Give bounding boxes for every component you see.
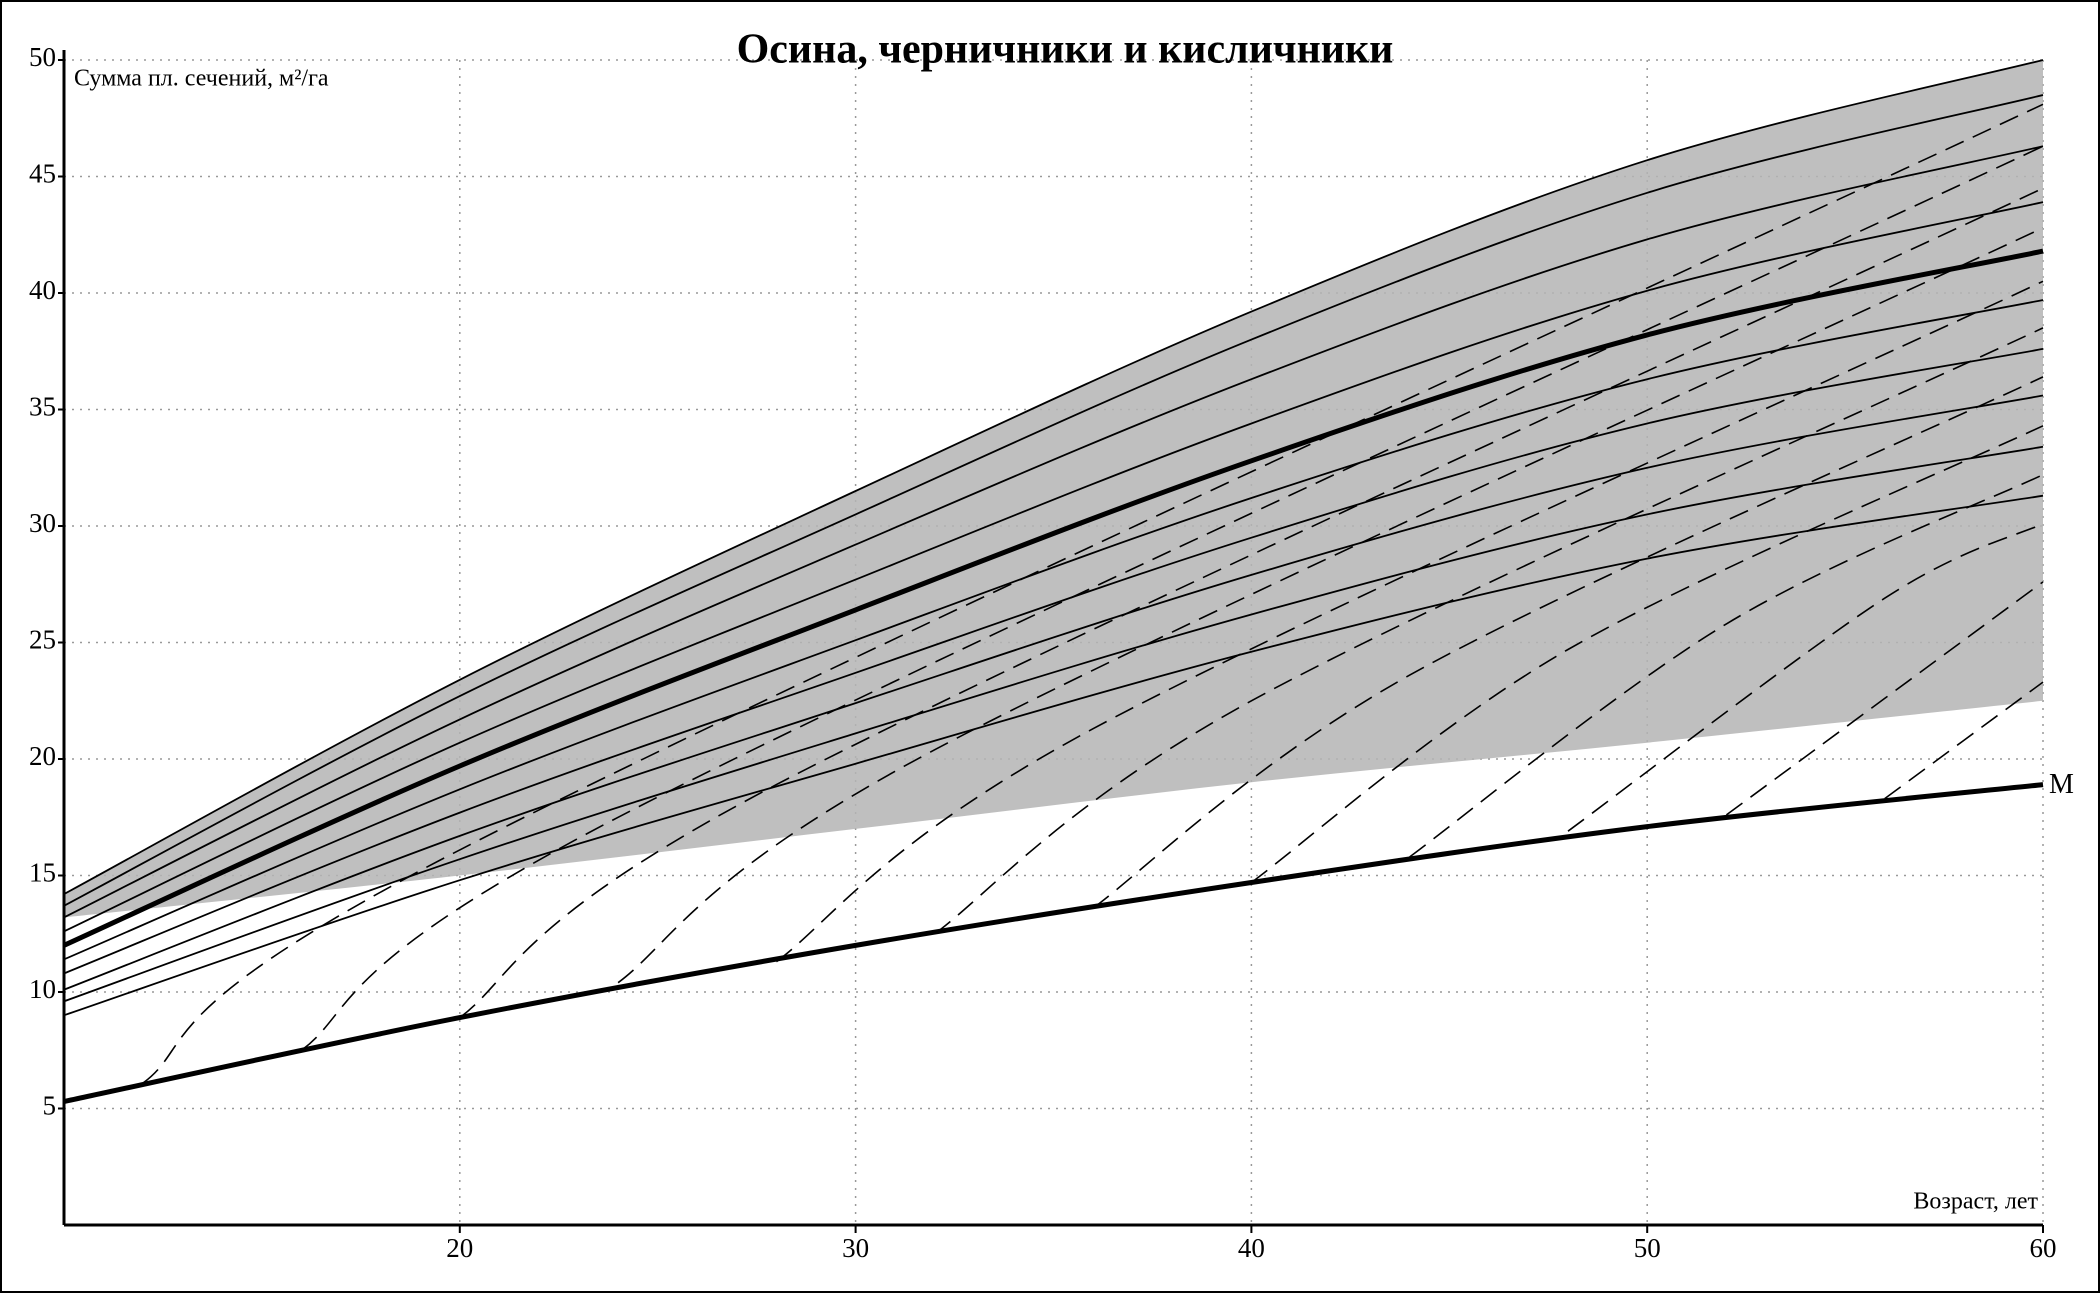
y-tick-label: 50 [29,42,56,72]
curve [63,299,2044,961]
x-tick-label: 20 [446,1233,473,1263]
curve [63,348,2044,975]
y-axis-label: Сумма пл. сечений, м²/га [74,66,329,92]
y-tick-label: 45 [29,159,56,189]
curve [63,445,2044,1003]
y-tick-label: 20 [29,741,56,771]
dashed-line [775,280,2044,963]
shaded-band [64,60,2043,918]
dashed-line [459,187,2044,1019]
curve [63,94,2044,907]
m-curve [63,782,2044,1104]
x-tick-label: 50 [1634,1233,1661,1263]
dashed-line [301,145,2044,1051]
curve [63,394,2044,991]
y-tick-label: 10 [29,974,56,1004]
dashed-line [617,227,2044,984]
plot-marks: M [62,59,2074,1104]
curve [63,145,2044,919]
dashed-line [1725,581,2044,816]
y-tick-label: 5 [43,1091,57,1121]
curve [63,59,2044,895]
y-tick-label: 25 [29,625,56,655]
dashed-line [142,103,2044,1084]
chart-title: Осина, черничники и кисличники [737,27,1394,73]
y-tick-label: 35 [29,392,56,422]
dashed-line [934,327,2044,935]
curve [63,201,2044,933]
axes: 5 10 15 20 25 30 35 40 45 50 20 30 40 50 60 [29,42,2057,1263]
curve [63,494,2044,1017]
y-tick-label: 30 [29,508,56,538]
dashed-line [1092,376,2044,909]
dashed-line [1250,425,2044,884]
y-tick-label: 40 [29,275,56,305]
y-tick-label: 15 [29,858,56,888]
main-curve [62,248,2044,948]
x-axis-label: Возраст, лет [1913,1189,2038,1215]
dashed-line [1884,681,2044,800]
x-tick-label: 30 [842,1233,869,1263]
dashed-line [1409,473,2044,858]
x-tick-label: 60 [2030,1233,2057,1263]
dashed-line [1567,522,2044,832]
x-tick-label: 40 [1238,1233,1265,1263]
m-curve-label: M [2049,769,2074,800]
